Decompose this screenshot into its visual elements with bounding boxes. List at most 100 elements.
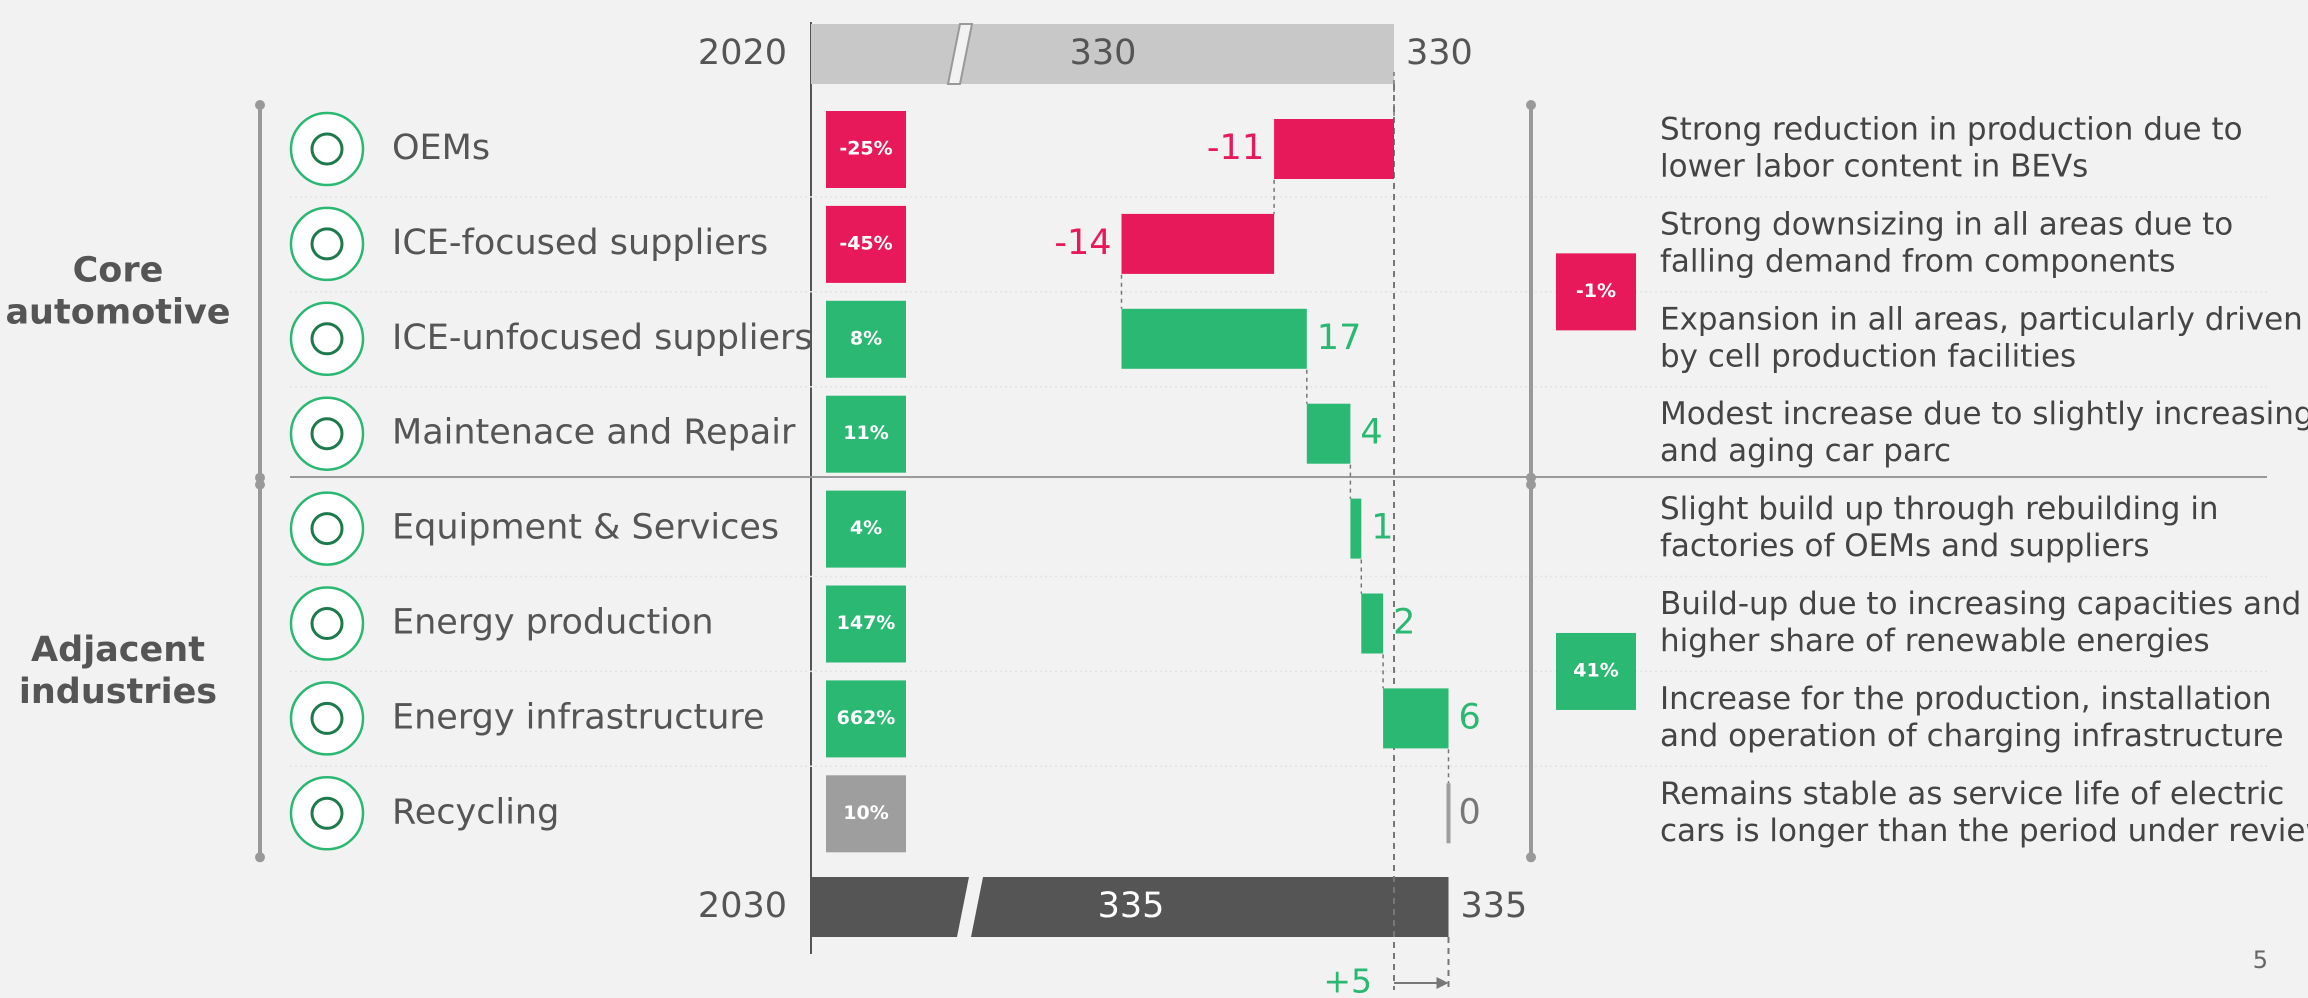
category-label: Energy production bbox=[392, 603, 714, 643]
growth-box bbox=[826, 205, 906, 283]
category-icon bbox=[289, 111, 365, 187]
description: Strong downsizing in all areas due to bbox=[1660, 206, 2233, 242]
description: Strong reduction in production due to bbox=[1660, 112, 2243, 148]
growth-box bbox=[826, 111, 906, 188]
arrow-head bbox=[1436, 977, 1449, 989]
growth-box bbox=[826, 395, 906, 473]
icon-glyph bbox=[310, 701, 344, 735]
category-label: Maintenace and Repair bbox=[392, 413, 796, 453]
bracket-end bbox=[1526, 472, 1536, 483]
total-value-label: 330 bbox=[1070, 33, 1137, 73]
total-end-label: 330 bbox=[1406, 33, 1473, 73]
bracket-end bbox=[255, 100, 265, 110]
bracket-end bbox=[1526, 479, 1536, 490]
growth-label: 147% bbox=[837, 612, 896, 634]
growth-box bbox=[826, 300, 906, 378]
description: and aging car parc bbox=[1660, 433, 1951, 469]
total-value-label: 335 bbox=[1098, 886, 1165, 926]
bracket-end bbox=[255, 479, 265, 490]
group-label: Core automotive bbox=[5, 250, 230, 332]
description: cars is longer than the period under rev… bbox=[1660, 813, 2308, 849]
category-label: Energy infrastructure bbox=[392, 697, 765, 737]
bar-value-label: 0 bbox=[1459, 792, 1481, 832]
icon-glyph bbox=[310, 512, 344, 546]
bar-value-label: 2 bbox=[1393, 603, 1415, 643]
growth-box bbox=[826, 775, 906, 853]
bracket-end bbox=[255, 852, 265, 863]
description: Expansion in all areas, particularly dri… bbox=[1660, 301, 2303, 337]
bar-value-label: 6 bbox=[1459, 697, 1481, 737]
bracket-end bbox=[255, 472, 265, 483]
growth-box bbox=[826, 585, 906, 663]
bar bbox=[1350, 498, 1362, 559]
bar bbox=[1121, 308, 1307, 369]
growth-box bbox=[826, 680, 906, 758]
bar-value-label: 1 bbox=[1371, 508, 1393, 548]
year-label: 2030 bbox=[698, 886, 787, 926]
description: lower labor content in BEVs bbox=[1660, 149, 2088, 185]
bar-value-label: -14 bbox=[1054, 223, 1111, 263]
description: Slight build up through rebuilding in bbox=[1660, 491, 2219, 527]
growth-box bbox=[826, 490, 906, 568]
growth-label: 10% bbox=[843, 802, 888, 824]
total-bar bbox=[811, 24, 1394, 84]
bar-value-label: -11 bbox=[1207, 128, 1264, 168]
category-label: Recycling bbox=[392, 792, 559, 832]
category-icon bbox=[289, 681, 365, 756]
growth-label: -45% bbox=[839, 232, 892, 254]
category-icon bbox=[289, 396, 365, 471]
total-bar bbox=[811, 877, 1449, 937]
group-label: Adjacent industries bbox=[19, 630, 217, 712]
bar bbox=[1121, 213, 1275, 274]
net-change-label: +5 bbox=[1323, 962, 1372, 998]
icon-glyph bbox=[310, 796, 344, 830]
category-label: ICE-unfocused suppliers bbox=[392, 318, 813, 358]
bar bbox=[1446, 783, 1451, 844]
growth-label: -25% bbox=[839, 138, 892, 160]
group-growth-label: 41% bbox=[1573, 659, 1618, 681]
group-label-line: Core bbox=[73, 250, 164, 290]
bracket-end bbox=[1526, 852, 1536, 863]
description: by cell production facilities bbox=[1660, 338, 2076, 374]
group-label-line: industries bbox=[19, 672, 217, 712]
bar bbox=[1274, 119, 1394, 179]
group-label-line: Adjacent bbox=[31, 630, 205, 670]
group-growth-label: -1% bbox=[1576, 280, 1616, 302]
icon-glyph bbox=[310, 417, 344, 451]
bracket-end bbox=[1526, 100, 1536, 110]
group-growth-box bbox=[1556, 632, 1636, 710]
icon-glyph bbox=[310, 322, 344, 356]
growth-label: 8% bbox=[850, 327, 882, 349]
axis-break bbox=[946, 23, 974, 85]
description: higher share of renewable energies bbox=[1660, 623, 2210, 659]
growth-label: 4% bbox=[850, 517, 882, 539]
bar-value-label: 4 bbox=[1360, 413, 1382, 453]
growth-label: 11% bbox=[843, 422, 888, 444]
description: factories of OEMs and suppliers bbox=[1660, 528, 2150, 564]
group-label-line: automotive bbox=[5, 292, 230, 332]
icon-glyph bbox=[310, 607, 344, 640]
icon-glyph bbox=[310, 132, 344, 166]
axis-break bbox=[956, 876, 984, 938]
description: Remains stable as service life of electr… bbox=[1660, 776, 2284, 812]
bar bbox=[1383, 688, 1449, 749]
growth-label: 662% bbox=[837, 707, 896, 729]
category-icon bbox=[289, 776, 365, 851]
bar bbox=[1361, 593, 1384, 654]
bar-value-label: 17 bbox=[1317, 318, 1362, 358]
description: falling demand from components bbox=[1660, 243, 2176, 279]
description: Increase for the production, installatio… bbox=[1660, 681, 2272, 717]
category-label: Equipment & Services bbox=[392, 508, 779, 548]
total-end-label: 335 bbox=[1461, 886, 1528, 926]
bar bbox=[1306, 403, 1351, 464]
icon-glyph bbox=[310, 227, 344, 261]
description: Modest increase due to slightly increasi… bbox=[1660, 396, 2308, 432]
category-icon bbox=[289, 301, 365, 377]
page-number: 5 bbox=[2253, 946, 2268, 974]
group-growth-box bbox=[1556, 253, 1636, 331]
description: and operation of charging infrastructure bbox=[1660, 718, 2284, 754]
category-label: OEMs bbox=[392, 128, 490, 168]
category-icon bbox=[289, 206, 365, 282]
